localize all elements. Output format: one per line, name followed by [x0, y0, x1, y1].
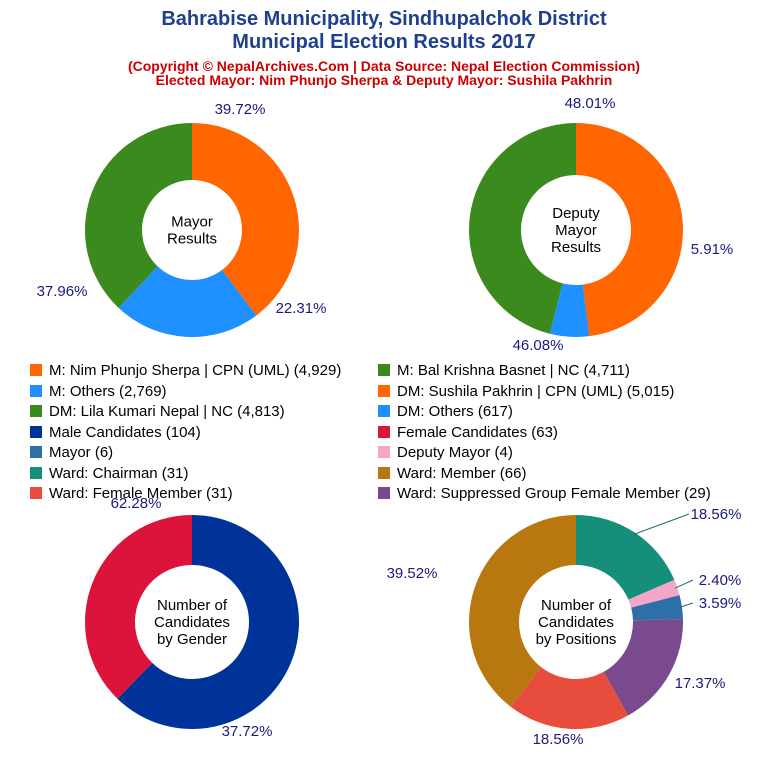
slice-percent-label: 18.56%	[691, 506, 742, 523]
donut-slice	[469, 515, 576, 707]
legend-item: DM: Lila Kumari Nepal | NC (4,813)	[30, 403, 285, 421]
legend-swatch	[378, 364, 390, 376]
donut-slice	[85, 515, 192, 699]
legend-swatch	[378, 446, 390, 458]
legend-label: Ward: Member (66)	[397, 464, 527, 482]
donut-slice	[603, 618, 683, 716]
slice-percent-label: 39.72%	[215, 101, 266, 118]
slice-percent-label: 5.91%	[691, 241, 734, 258]
legend-swatch	[378, 405, 390, 417]
legend-item: Male Candidates (104)	[30, 424, 201, 442]
legend-item: M: Others (2,769)	[30, 383, 167, 401]
legend-label: Ward: Suppressed Group Female Member (29…	[397, 485, 711, 502]
legend-item: M: Nim Phunjo Sherpa | CPN (UML) (4,929)	[30, 362, 341, 380]
legend-swatch	[30, 466, 42, 479]
leader-line	[633, 513, 690, 535]
legend-swatch	[378, 384, 390, 397]
legend-label: DM: Sushila Pakhrin | CPN (UML) (5,015)	[397, 382, 675, 400]
leader-line	[675, 579, 694, 589]
legend-item: Mayor (6)	[30, 444, 113, 462]
legend-label: M: Nim Phunjo Sherpa | CPN (UML) (4,929)	[49, 362, 342, 379]
chart-title-line2: Municipal Election Results 2017	[232, 31, 536, 53]
donut-center-label: Number of	[541, 597, 612, 614]
donut-slice	[576, 515, 675, 600]
donut-center-label: Deputy	[552, 205, 600, 222]
legend-item: M: Bal Krishna Basnet | NC (4,711)	[378, 362, 630, 380]
donut-slice	[510, 667, 629, 729]
legend-label: DM: Others (617)	[397, 403, 513, 420]
donut-center-label: by Gender	[157, 631, 227, 648]
chart-subtitle-line1: (Copyright © NepalArchives.Com | Data So…	[127, 58, 641, 74]
legend-swatch	[30, 384, 42, 397]
donut-center-label: Number of	[157, 597, 228, 614]
slice-percent-label: 37.72%	[222, 723, 273, 740]
legend-item: Deputy Mayor (4)	[378, 444, 513, 462]
donut-center-label: Mayor	[555, 222, 597, 239]
legend-label: Male Candidates (104)	[49, 423, 201, 441]
donut-center-label: Mayor	[171, 214, 213, 231]
donut-center-label: Candidates	[538, 614, 614, 631]
legend-swatch	[30, 425, 42, 438]
legend-item: Ward: Chairman (31)	[30, 465, 188, 483]
slice-percent-label: 17.37%	[675, 675, 726, 692]
donut-slice	[468, 123, 576, 334]
donut-slice	[117, 515, 300, 729]
legend-label: Mayor (6)	[49, 444, 114, 461]
donut-slice	[628, 579, 680, 608]
legend-item: DM: Sushila Pakhrin | CPN (UML) (5,015)	[378, 383, 674, 401]
legend-swatch	[30, 405, 42, 417]
slice-percent-label: 22.31%	[276, 300, 327, 317]
legend-label: M: Others (2,769)	[49, 382, 167, 400]
donut-slice	[576, 123, 684, 337]
slice-percent-label: 62.28%	[111, 495, 162, 512]
chart-subtitle-line2: Elected Mayor: Nim Phunjo Sherpa & Deput…	[155, 72, 613, 88]
slice-percent-label: 48.01%	[565, 95, 616, 112]
leader-line	[679, 602, 694, 608]
donut-center-label: Results	[167, 231, 217, 248]
slice-percent-label: 2.40%	[699, 572, 742, 589]
donut-slice	[85, 122, 192, 308]
legend-swatch	[378, 487, 390, 499]
legend-label: Female Candidates (63)	[397, 423, 558, 441]
legend-label: Ward: Chairman (31)	[49, 464, 189, 482]
slice-percent-label: 37.96%	[37, 283, 88, 300]
legend-label: M: Bal Krishna Basnet | NC (4,711)	[397, 362, 630, 379]
legend-item: Ward: Member (66)	[378, 465, 526, 483]
legend-label: Deputy Mayor (4)	[397, 444, 513, 461]
donut-center-label: by Positions	[536, 631, 617, 648]
donut-slice	[631, 595, 683, 621]
donut-center-label: Candidates	[154, 614, 230, 631]
slice-percent-label: 3.59%	[699, 595, 742, 612]
legend-item: Ward: Female Member (31)	[30, 485, 233, 503]
legend-item: Ward: Suppressed Group Female Member (29…	[378, 485, 711, 503]
legend-item: Female Candidates (63)	[378, 424, 558, 442]
legend-label: Ward: Female Member (31)	[49, 485, 233, 502]
legend-item: DM: Others (617)	[378, 403, 513, 421]
slice-percent-label: 39.52%	[387, 565, 438, 582]
legend-swatch	[30, 487, 42, 499]
donut-slice	[549, 283, 590, 337]
legend-swatch	[30, 364, 42, 376]
donut-slice	[118, 266, 257, 337]
donut-slice	[192, 123, 299, 316]
legend-swatch	[378, 466, 390, 479]
slice-percent-label: 46.08%	[513, 337, 564, 354]
legend-label: DM: Lila Kumari Nepal | NC (4,813)	[49, 403, 285, 420]
legend-swatch	[378, 425, 390, 438]
chart-title-line1: Bahrabise Municipality, Sindhupalchok Di…	[161, 8, 607, 30]
slice-percent-label: 18.56%	[533, 731, 584, 748]
donut-center-label: Results	[551, 239, 601, 256]
legend-swatch	[30, 446, 42, 458]
